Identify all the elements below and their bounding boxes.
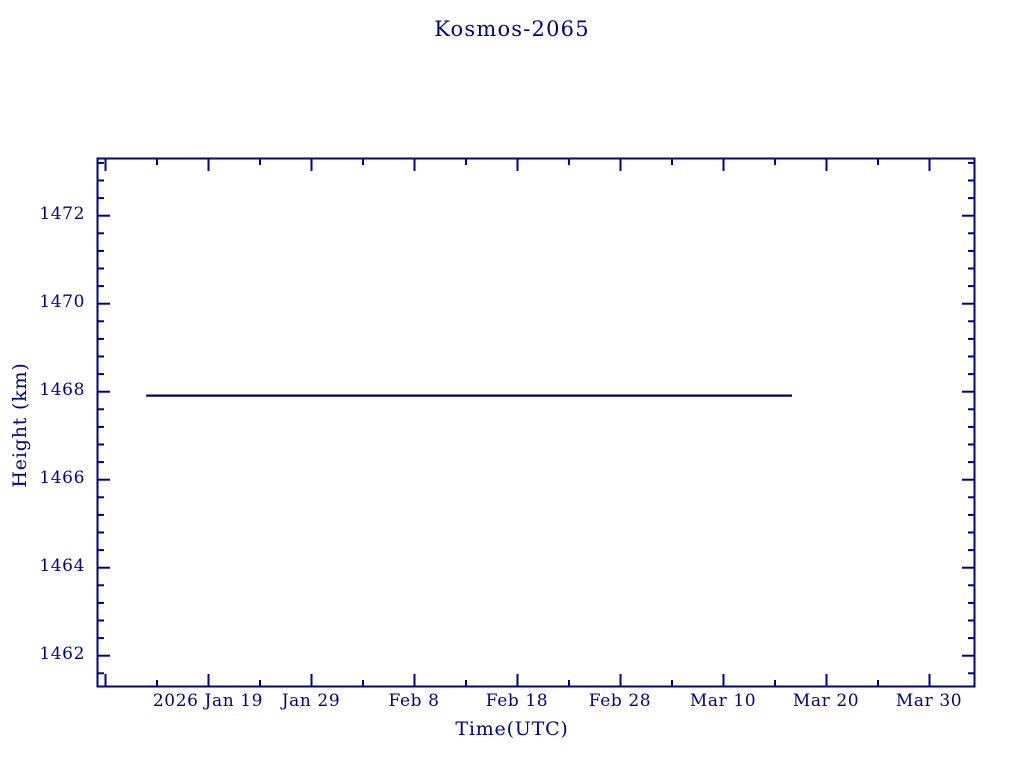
x-tick-label: Feb 8 xyxy=(388,691,440,711)
plot-border xyxy=(96,157,976,688)
axis-ticks xyxy=(98,159,974,686)
x-tick-label: Feb 18 xyxy=(485,691,549,711)
x-tick-label: Mar 20 xyxy=(792,691,860,711)
y-tick-label: 1468 xyxy=(39,380,85,401)
chart-title: Kosmos-2065 xyxy=(434,17,590,41)
x-tick-label: 2026 Jan 19 xyxy=(152,691,264,711)
y-tick-label: 1462 xyxy=(39,644,85,665)
y-tick-label: 1464 xyxy=(39,556,85,577)
x-tick-label: Feb 28 xyxy=(588,691,652,711)
y-axis-title: Height (km) xyxy=(9,362,31,488)
x-tick-label: Jan 29 xyxy=(281,691,341,711)
x-axis-title: Time(UTC) xyxy=(455,718,569,740)
y-tick-label: 1470 xyxy=(39,292,85,313)
y-tick-label: 1466 xyxy=(39,468,85,489)
x-tick-label: Mar 30 xyxy=(895,691,963,711)
plot-frame xyxy=(96,157,976,688)
y-tick-label: 1472 xyxy=(39,204,85,225)
x-tick-label: Mar 10 xyxy=(689,691,757,711)
